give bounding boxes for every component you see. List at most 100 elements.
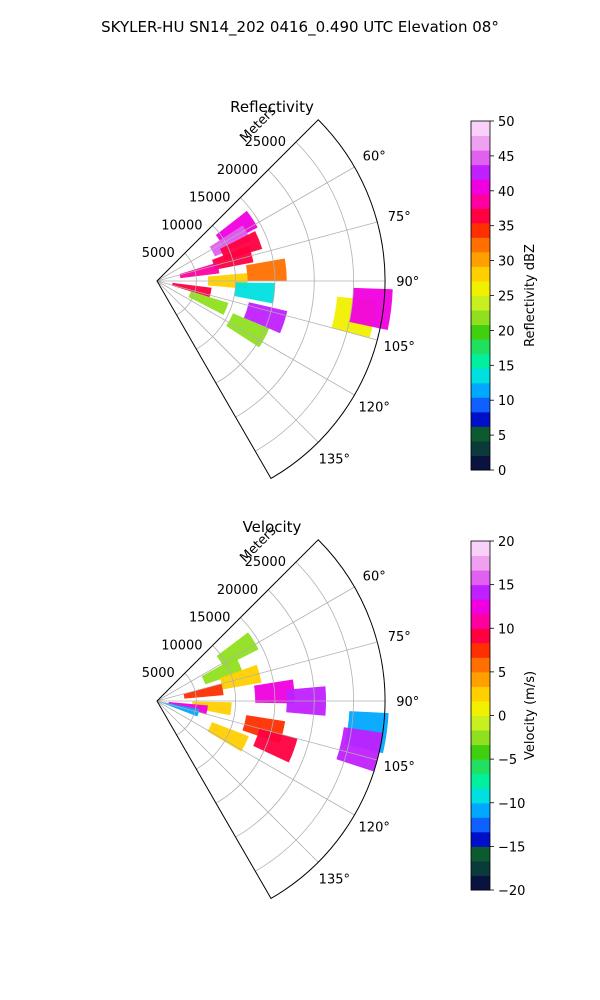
reflectivity-colorbar-label: Reflectivity dBZ [523,244,538,347]
colorbar-segment [471,584,490,600]
azimuth-tick-label: 75° [388,630,411,645]
colorbar-segment [471,135,490,151]
velocity-colorbar: −20 −15 −10 −5 0 5 10 15 20 [470,535,525,899]
data-cell [183,683,224,699]
data-cell [179,262,220,279]
colorbar-segment [471,715,490,731]
range-ring [215,617,276,804]
colorbar-segment [471,875,490,891]
reflectivity-title: Reflectivity [230,98,314,116]
colorbar-tick-label: 0 [498,464,506,479]
azimuth-tick-label: 60° [363,570,386,585]
velocity-colorbar-label: Velocity (m/s) [523,671,538,760]
radial-tick-label: 10000 [161,638,202,653]
colorbar-segment [471,730,490,746]
radial-tick-label: 10000 [161,218,202,233]
azimuth-tick-label: 105° [384,340,415,355]
velocity-azimuth-ticks: 60° 75° 90° 105° 120° 135° [319,570,420,888]
velocity-title: Velocity [243,518,302,536]
azimuth-gridline [156,586,355,702]
azimuth-tick-label: 75° [388,210,411,225]
colorbar-tick-label: 5 [498,666,506,681]
colorbar-segment [471,700,490,716]
data-cell [207,722,249,752]
reflectivity-azimuth-ticks: 60° 75° 90° 105° 120° 135° [319,150,420,468]
colorbar-segment [471,744,490,760]
colorbar-segment [471,222,490,238]
colorbar-tick-label: 15 [498,359,515,374]
data-cell [216,632,259,668]
range-ring [215,197,276,384]
reflectivity-panel: Reflectivity 5000 10000 15000 20000 25000 60… [142,98,538,480]
colorbar-segment [471,817,490,833]
velocity-cells [160,632,389,772]
colorbar-segment [471,324,490,340]
colorbar-segment [471,237,490,253]
azimuth-tick-label: 120° [359,820,390,835]
colorbar-segment [471,773,490,789]
colorbar-tick-label: 20 [498,324,515,339]
azimuth-gridline [156,641,378,702]
azimuth-tick-label: 135° [319,452,350,467]
azimuth-gridline [156,221,378,282]
colorbar-segment [471,339,490,355]
data-cell [226,313,270,348]
data-cell [219,664,262,690]
colorbar-segment [471,788,490,804]
range-ring [255,141,354,452]
colorbar-segment [471,802,490,818]
colorbar-segment [471,266,490,282]
radial-tick-label: 5000 [142,666,175,681]
colorbar-segment [471,310,490,326]
azimuth-gridline [156,700,355,816]
colorbar-tick-label: 35 [498,220,515,235]
colorbar-segment [471,121,490,137]
azimuth-gridline [156,166,355,282]
colorbar-segment [471,570,490,586]
reflectivity-cells [172,210,393,348]
colorbar-tick-label: −15 [498,840,525,855]
colorbar-segment [471,831,490,847]
colorbar-segment [471,179,490,195]
colorbar-segment [471,208,490,224]
sector-outline [156,539,386,900]
figure-suptitle: SKYLER-HU SN14_202 0416_0.490 UTC Elevat… [101,18,499,37]
radial-tick-label: 15000 [189,611,230,626]
data-cell [253,728,298,763]
azimuth-tick-label: 90° [396,275,419,290]
data-cell [246,258,287,281]
colorbar-segment [471,628,490,644]
range-ring [176,672,197,736]
range-ring [255,561,354,872]
reflectivity-grid [156,119,386,480]
colorbar-tick-label: 20 [498,535,515,550]
colorbar-segment [471,397,490,413]
sector-outline [156,119,386,480]
colorbar-tick-label: 10 [498,394,515,409]
colorbar-segment [471,671,490,687]
colorbar-tick-label: 0 [498,710,506,725]
azimuth-gridline [156,700,319,863]
data-cell [243,302,288,334]
velocity-radial-ticks: 5000 10000 15000 20000 25000 [142,555,286,681]
colorbar-tick-label: 5 [498,429,506,444]
colorbar-segment [471,860,490,876]
azimuth-tick-label: 60° [363,150,386,165]
colorbar-segment [471,150,490,166]
colorbar-segment [471,599,490,615]
colorbar-segment [471,613,490,629]
data-cell [201,657,243,685]
reflectivity-radial-ticks: 5000 10000 15000 20000 25000 [142,135,286,261]
data-cell [234,282,275,304]
azimuth-gridline [156,700,378,761]
colorbar-segment [471,759,490,775]
azimuth-tick-label: 120° [359,400,390,415]
colorbar-tick-label: −20 [498,884,525,899]
data-cell [160,701,200,717]
data-cell [336,727,383,772]
data-cell [188,291,229,315]
azimuth-gridline [156,280,355,396]
colorbar-segment [471,353,490,369]
range-ring [196,225,236,350]
